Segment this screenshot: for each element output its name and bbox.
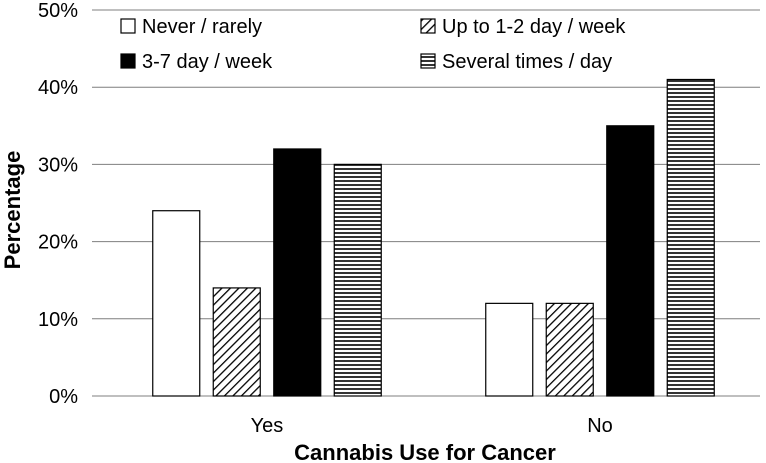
bar-3-yes <box>273 148 322 397</box>
y-tick-label: 20% <box>38 232 78 254</box>
bar-3-no <box>606 125 655 397</box>
bar-2-yes <box>212 287 261 397</box>
legend-entry: Never / rarely <box>142 16 262 38</box>
y-tick-label: 40% <box>38 77 78 99</box>
y-axis-tick-labels: 0% 10% 20% 30% 40% 50% <box>38 0 78 408</box>
legend-swatch <box>420 53 436 69</box>
x-tick-label: Yes <box>251 415 284 437</box>
x-tick-label: No <box>587 415 613 437</box>
y-tick-label: 50% <box>38 0 78 22</box>
x-axis-title: Cannabis Use for Cancer <box>294 440 556 463</box>
y-tick-label: 10% <box>38 309 78 331</box>
legend: Never / rarely Up to 1-2 day / week 3-7 da… <box>120 16 626 73</box>
y-tick-label: 0% <box>49 386 78 408</box>
y-tick-label: 30% <box>38 154 78 176</box>
bars <box>152 78 715 397</box>
x-axis-tick-labels: Yes No <box>251 415 613 437</box>
legend-entry: 3-7 day / week <box>142 51 273 73</box>
bar-2-no <box>545 302 594 397</box>
bar-4-yes <box>333 163 382 397</box>
legend-swatch <box>120 53 136 69</box>
legend-swatch <box>420 18 436 34</box>
bar-1-yes <box>152 210 201 397</box>
legend-swatch <box>120 18 136 34</box>
bar-1-no <box>485 302 534 397</box>
bar-4-no <box>666 78 715 397</box>
legend-entry: Several times / day <box>442 51 612 73</box>
y-axis-title: Percentage <box>0 151 25 270</box>
legend-entry: Up to 1-2 day / week <box>442 16 626 38</box>
